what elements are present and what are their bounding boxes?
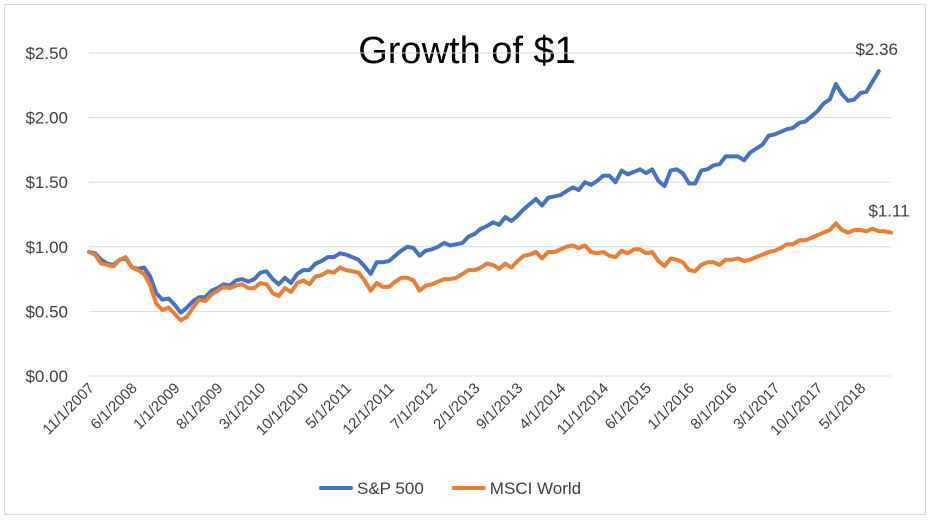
x-tick-label: 1/1/2009 [130,380,183,433]
x-tick-label: 8/1/2009 [173,380,226,433]
y-tick-label: $2.50 [25,44,68,63]
x-tick-label: 7/1/2012 [387,380,440,433]
chart-svg: Growth of $1 $0.00 $0.50 $1.00 $1.50 $2.00 $2… [25,30,909,498]
x-tick-label: 6/1/2015 [602,380,655,433]
x-tick-label: 9/1/2013 [473,380,526,433]
y-tick-label: $0.00 [25,367,68,386]
chart-title: Growth of $1 [358,30,576,72]
y-tick-label: $1.50 [25,173,68,192]
chart-frame: Growth of $1 $0.00 $0.50 $1.00 $1.50 $2.00 $2… [4,4,926,515]
x-tick-label: 8/1/2016 [687,380,740,433]
x-tick-label: 6/1/2008 [87,380,140,433]
x-tick-label: 11/1/2007 [39,380,97,438]
legend-label: S&P 500 [357,479,424,498]
x-tick-label: 5/1/2018 [816,380,869,433]
x-tick-label: 2/1/2013 [430,380,483,433]
y-tick-label: $2.00 [25,109,68,128]
legend-label: MSCI World [490,479,581,498]
y-tick-label: $0.50 [25,302,68,321]
series-line-msci-world [87,221,893,323]
x-tick-label: 1/1/2016 [644,380,697,433]
end-data-label: $2.36 [855,40,898,59]
end-data-label: $1.11 [868,202,909,221]
series-line-sp500 [87,69,881,315]
y-tick-label: $1.00 [25,238,68,257]
